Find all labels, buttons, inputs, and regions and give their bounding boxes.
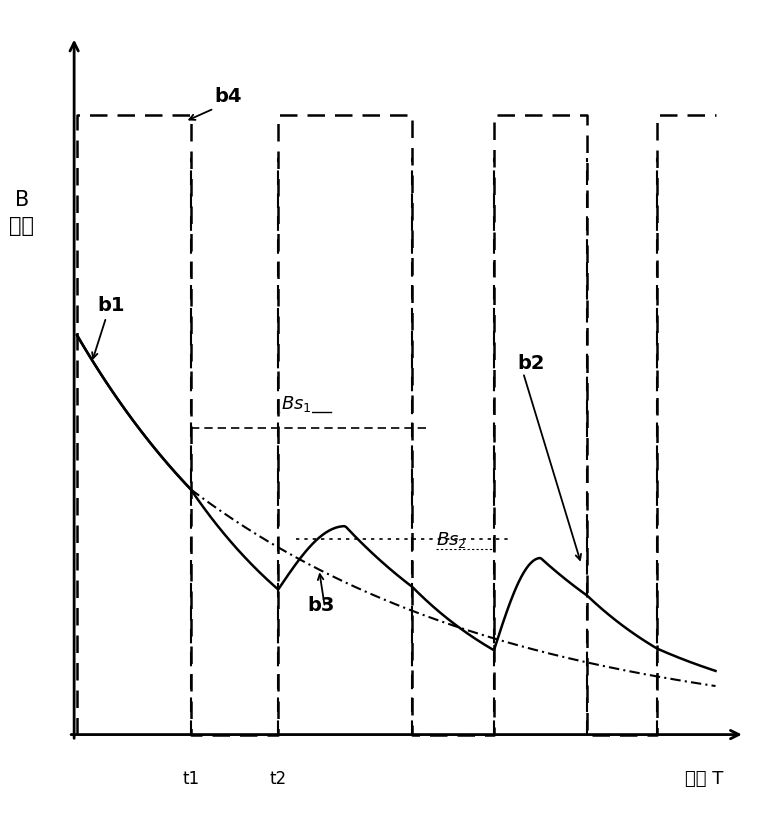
Text: Bs$_2$: Bs$_2$ xyxy=(436,530,466,551)
Text: B
亮度: B 亮度 xyxy=(9,190,34,236)
Text: t2: t2 xyxy=(270,770,287,788)
Text: t1: t1 xyxy=(182,770,199,788)
Text: b2: b2 xyxy=(517,355,545,373)
Text: b4: b4 xyxy=(214,87,242,106)
Text: b1: b1 xyxy=(97,296,125,315)
Text: 时间 T: 时间 T xyxy=(685,770,723,788)
Text: b3: b3 xyxy=(307,596,335,614)
Text: Bs$_1$: Bs$_1$ xyxy=(281,394,312,413)
